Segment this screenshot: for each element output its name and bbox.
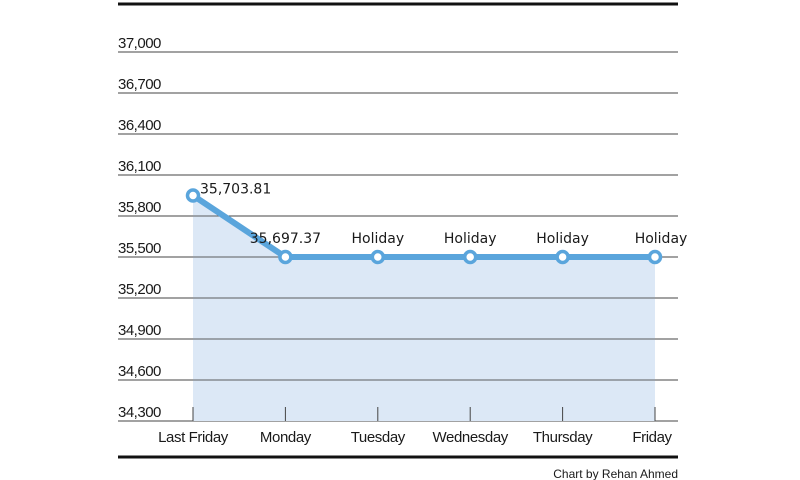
data-label: Holiday — [444, 231, 497, 247]
data-label: 35,703.81 — [200, 182, 271, 198]
data-point — [370, 249, 386, 265]
chart-credit: Chart by Rehan Ahmed — [553, 467, 678, 480]
data-label: Holiday — [351, 231, 404, 247]
x-tick-label: Friday — [632, 429, 672, 446]
x-tick-marks — [118, 51, 678, 421]
series-line — [191, 193, 655, 260]
y-tick-label: 35,500 — [118, 240, 161, 257]
data-points — [185, 188, 663, 265]
x-tick-label: Tuesday — [351, 429, 406, 446]
x-tick-label: Monday — [260, 429, 312, 446]
x-tick-label: Wednesday — [433, 429, 509, 446]
data-point — [647, 249, 663, 265]
y-axis-labels: 37,000 36,700 36,400 36,100 35,800 35,500 35,2… — [118, 35, 162, 421]
data-label: Holiday — [536, 231, 589, 247]
y-tick-label: 35,200 — [118, 281, 161, 298]
data-point — [555, 249, 570, 265]
y-tick-label: 36,400 — [118, 117, 161, 134]
y-tick-label: 37,000 — [118, 35, 161, 52]
y-tick-label: 35,800 — [118, 199, 161, 216]
data-label: Holiday — [635, 231, 688, 247]
y-tick-label: 34,900 — [118, 322, 161, 339]
y-tick-label: 36,700 — [118, 76, 161, 93]
data-point — [462, 249, 478, 265]
data-point — [278, 249, 293, 265]
y-tick-label: 34,300 — [118, 404, 161, 421]
data-label: 35,697.37 — [250, 231, 321, 247]
y-tick-label: 34,600 — [118, 363, 161, 380]
data-point — [185, 188, 201, 203]
area-fill — [193, 195, 655, 421]
data-labels: 35,703.81 35,697.37 Holiday Holiday Holiday H… — [200, 182, 687, 248]
x-axis-labels: Last Friday Monday Tuesday Wednesday Thursda… — [158, 429, 673, 446]
x-tick-label: Thursday — [533, 429, 593, 446]
x-tick-label: Last Friday — [158, 429, 229, 446]
y-tick-label: 36,100 — [118, 158, 161, 175]
